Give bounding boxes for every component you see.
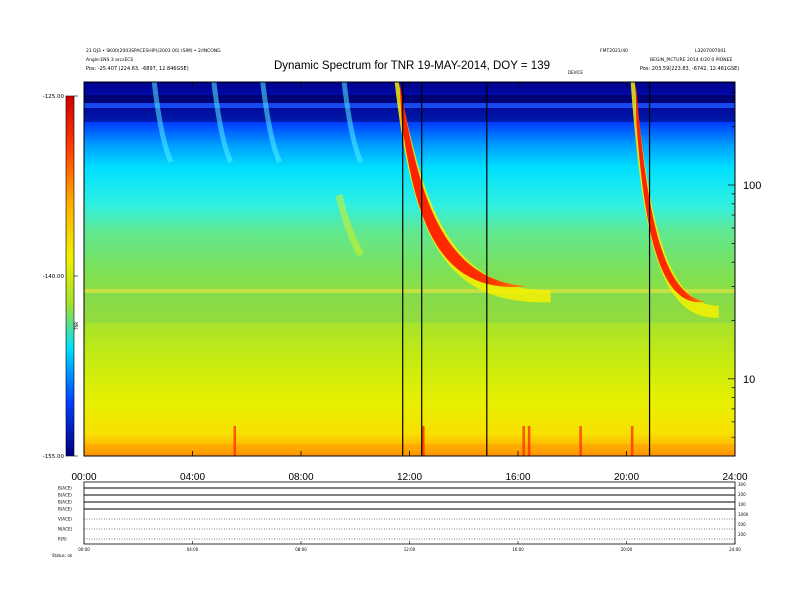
lower-panels: B(ACE) B(ACE) B(ACE) B(ACE) V(ACE) N(ACE) R(R)… [52, 481, 749, 558]
colorbar-ticks: -125.00 -140.00 -155.00 [43, 94, 78, 460]
lower-x-tick-label: 08:00 [295, 547, 307, 552]
bottom-spikes [233, 426, 634, 456]
lower-right-label: 300 [738, 482, 746, 487]
streak [211, 82, 234, 164]
header-meta-right-2: BEGIN_PICTURE 2014 4/20 0 PIONEE [650, 57, 732, 63]
lower-right-label: 200 [738, 532, 746, 537]
streak [151, 82, 174, 164]
lower-row-label: B(ACE) [58, 493, 72, 498]
spectrogram [84, 82, 735, 456]
header-meta-right-3: Pos: 203.59(223.83, -6742, 12.461GSE) [640, 66, 739, 72]
x-tick-label: 16:00 [505, 472, 530, 483]
lower-right-label: 200 [738, 492, 746, 497]
header-meta-3: Pos: -25.407 (224.63, -6897, 12.846GSE) [86, 66, 189, 72]
colorbar-tick-label: -155.00 [43, 454, 65, 460]
header-meta-right-1a: FMT2021/40 [600, 48, 628, 54]
lower-x-tick-label: 16:00 [512, 547, 524, 552]
lower-right-label: 500 [738, 522, 746, 527]
lower-row-label: B(ACE) [58, 500, 72, 505]
colorbar-tick-label: -140.00 [43, 274, 65, 280]
lower-frame [83, 481, 736, 545]
colorbar [65, 95, 75, 457]
dark-band-second [84, 108, 735, 122]
x-axis: 00:00 04:00 08:00 12:00 16:00 20:00 24:00 [71, 82, 748, 483]
header-meta-2: Angle:ENS 3 arcsECS [86, 57, 133, 63]
spike [630, 426, 634, 456]
green-band [84, 293, 735, 323]
lower-footer: Status: ok [52, 553, 73, 558]
type2-bursts [394, 82, 719, 318]
lower-right-label: 100 [738, 502, 746, 507]
header-meta-device: DEVICE [568, 70, 583, 75]
streak-diffuse [335, 194, 365, 257]
header-meta-right-1b: L3207007001 [695, 48, 726, 54]
lower-row-label: B(ACE) [58, 486, 72, 491]
lower-row-label: R(R) [58, 537, 67, 542]
spike [233, 426, 237, 456]
x-tick-label: 08:00 [288, 472, 313, 483]
streak [260, 82, 282, 164]
lower-x-tick-label: 24:00 [729, 547, 741, 552]
lower-right-label: 1000 [738, 512, 749, 517]
lower-x-tick-label: 00:00 [78, 547, 90, 552]
lower-row-label: B(ACE) [58, 507, 72, 512]
x-tick-label: 20:00 [614, 472, 639, 483]
streak [341, 82, 364, 164]
lower-row-label: N(ACE) [58, 527, 73, 532]
burst-body [399, 82, 528, 288]
lower-x-tick-label: 20:00 [621, 547, 633, 552]
lower-row-label: V(ACE) [58, 517, 72, 522]
dark-band-top [84, 95, 735, 103]
spike [422, 426, 425, 456]
y-tick-label: 100 [743, 180, 761, 192]
spike [527, 426, 531, 456]
event-lines [402, 82, 651, 456]
x-tick-label: 24:00 [722, 472, 747, 483]
colorbar-tick-label: -125.00 [43, 94, 65, 100]
y-axis-right: 100 10 [728, 92, 761, 457]
colorbar-label: TNR [74, 322, 79, 331]
type3-streaks [151, 82, 365, 257]
x-tick-label: 12:00 [397, 472, 422, 483]
y-tick-label: 10 [743, 374, 755, 386]
light-band [84, 103, 735, 108]
x-tick-label: 04:00 [180, 472, 205, 483]
header-meta-1: 21 DJ3 • SK00(2003SPACESHIP)(2003 00) (S… [86, 48, 221, 54]
chart-title: Dynamic Spectrum for TNR 19-MAY-2014, DO… [274, 60, 550, 72]
bottom-band [84, 444, 735, 456]
horizontal-band [84, 289, 735, 293]
burst-halo [394, 82, 551, 303]
lower-x-tick-label: 04:00 [187, 547, 199, 552]
spike [579, 426, 582, 456]
x-tick-label: 00:00 [71, 472, 96, 483]
lower-x-tick-label: 12:00 [404, 547, 416, 552]
spike [522, 426, 525, 456]
